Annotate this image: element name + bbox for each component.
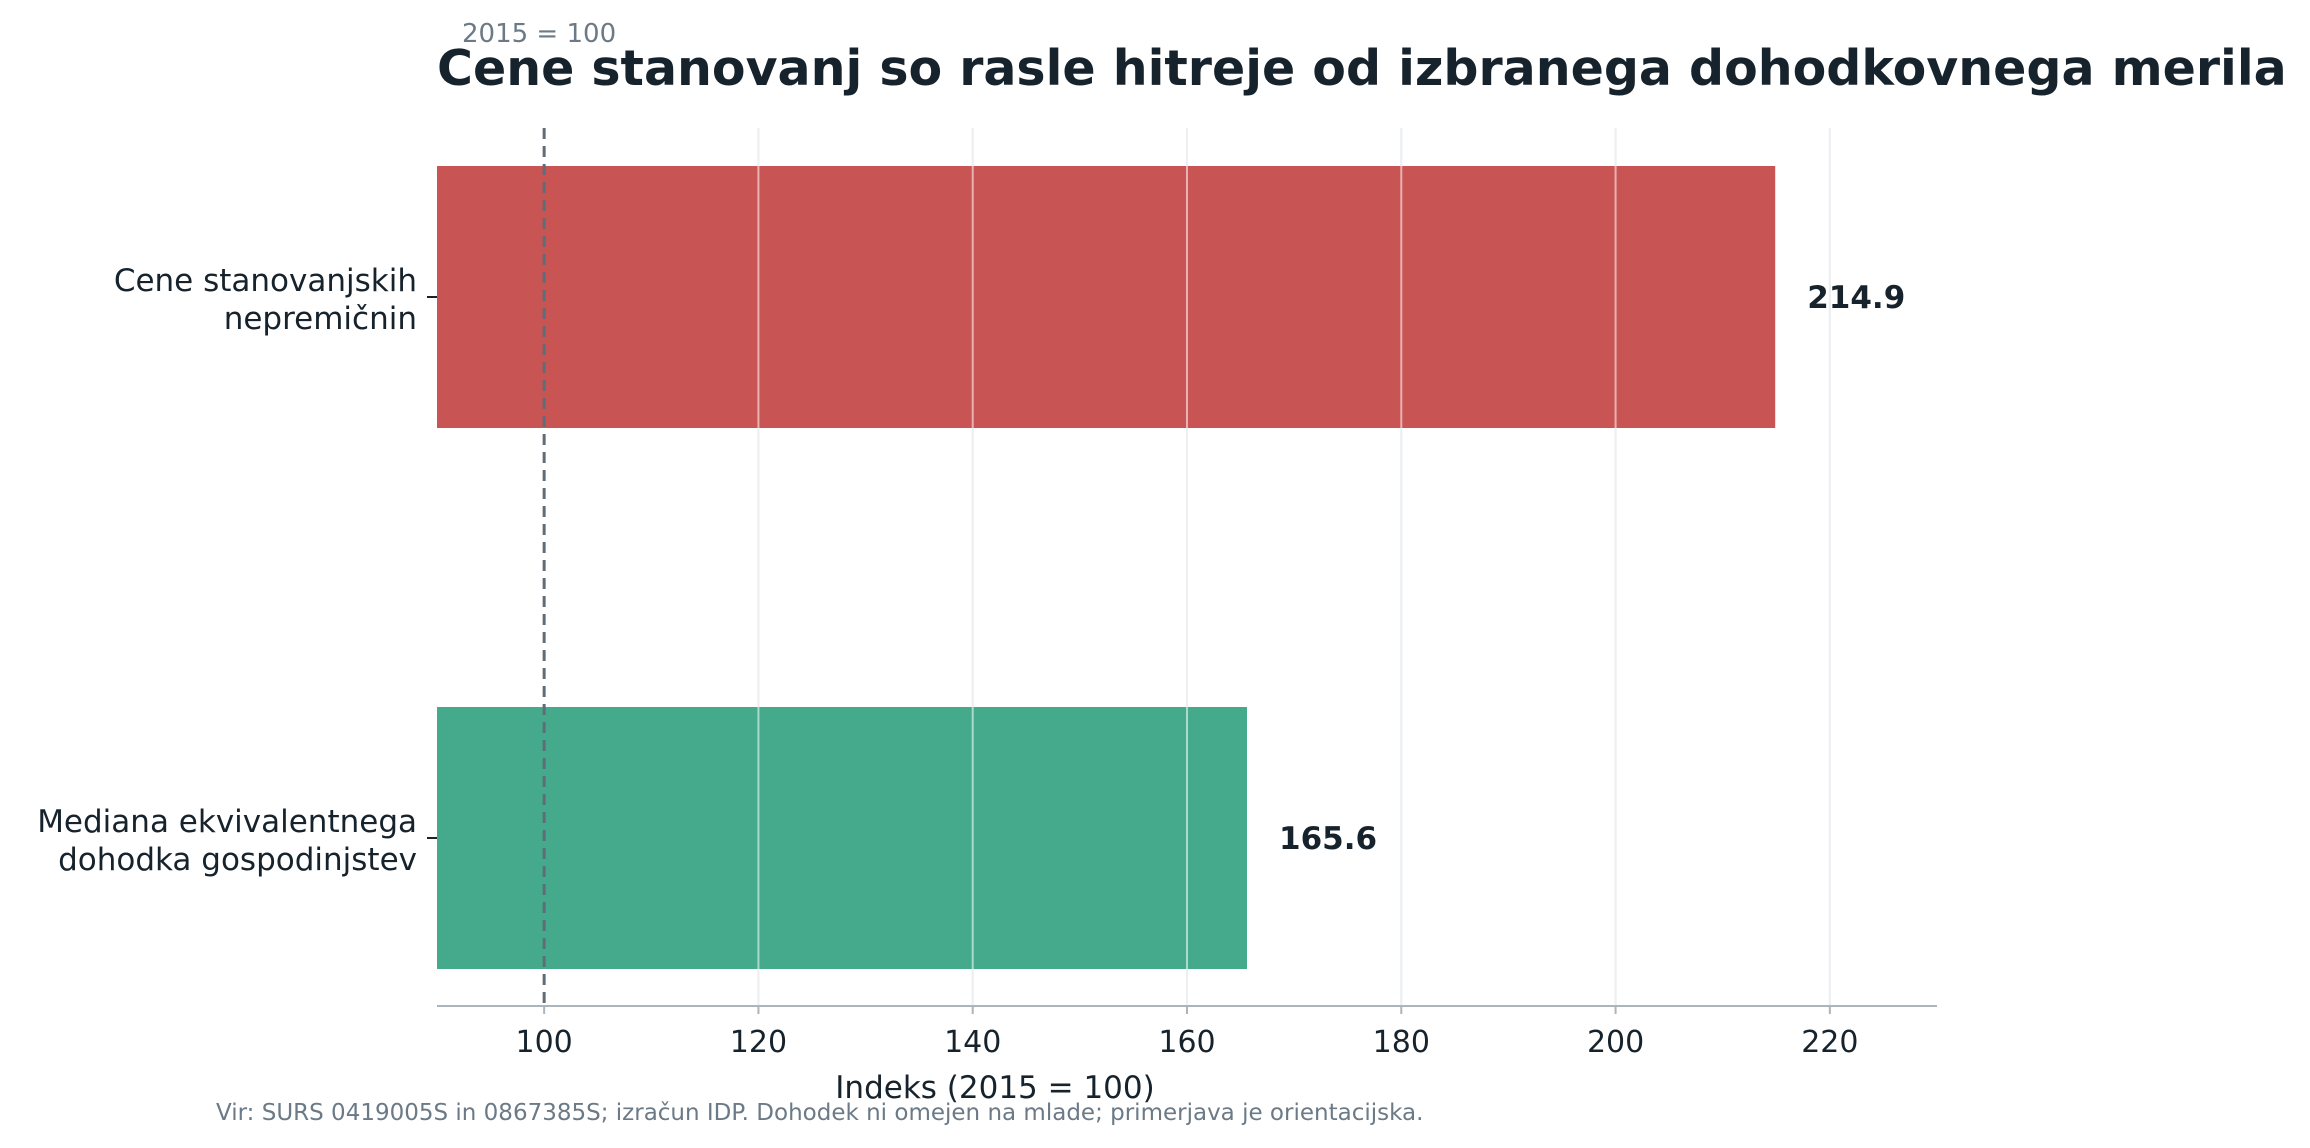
x-axis-title: Indeks (2015 = 100) — [835, 1070, 1154, 1106]
bar — [437, 166, 1776, 428]
x-tick-label: 140 — [944, 1025, 1001, 1060]
category-label-line: Cene stanovanjskih — [114, 263, 417, 299]
x-tick-label: 100 — [516, 1025, 573, 1060]
value-label: 214.9 — [1807, 280, 1905, 316]
bars — [437, 166, 1776, 969]
x-tick-label: 120 — [730, 1025, 787, 1060]
value-labels: 214.9 165.6 — [1279, 280, 1905, 857]
value-label: 165.6 — [1279, 821, 1377, 857]
x-tick-label: 220 — [1801, 1025, 1858, 1060]
source-note: Vir: SURS 0419005S in 0867385S; izračun … — [216, 1100, 1423, 1126]
bar — [437, 707, 1247, 969]
x-axis: 100 120 140 160 180 200 220 — [437, 1005, 1937, 1060]
chart-subtitle: 2015 = 100 — [462, 19, 616, 49]
x-tick-label: 200 — [1587, 1025, 1644, 1060]
y-axis-categories: Cene stanovanjskih nepremičnin Mediana ekv… — [37, 263, 437, 878]
x-tick-label: 160 — [1158, 1025, 1215, 1060]
category-label: Mediana ekvivalentnega dohodka gospodinjs… — [37, 804, 417, 878]
chart-title: Cene stanovanj so rasle hitreje od izbra… — [437, 40, 2287, 97]
category-label-line: dohodka gospodinjstev — [58, 842, 417, 878]
x-tick-label: 180 — [1373, 1025, 1430, 1060]
category-label-line: nepremičnin — [224, 301, 417, 337]
category-label: Cene stanovanjskih nepremičnin — [114, 263, 417, 337]
category-label-line: Mediana ekvivalentnega — [37, 804, 417, 840]
